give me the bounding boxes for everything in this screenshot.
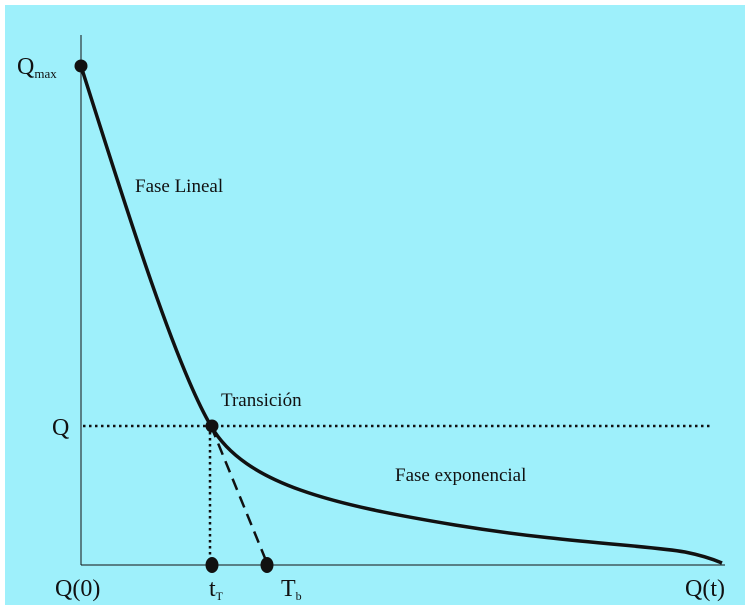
transicion-label: Transición	[221, 390, 302, 411]
tT-label: tT	[209, 576, 224, 603]
qmax-label: Qmax	[17, 54, 57, 81]
Tb-point	[260, 557, 274, 573]
qmax-point	[74, 59, 88, 73]
fase-exponencial-label: Fase exponencial	[395, 465, 526, 486]
tT-point	[205, 557, 219, 573]
Tb-label-sub: b	[296, 589, 302, 603]
qmax-label-sub: max	[34, 66, 57, 81]
recession-curve-diagram: Qmax Q Q(0) Q(t) tT Tb Fase Lineal Trans…	[17, 35, 725, 603]
q-label: Q	[52, 415, 69, 441]
recession-curve	[79, 65, 723, 565]
tT-label-sub: T	[216, 589, 224, 603]
qt-label: Q(t)	[685, 576, 725, 602]
q0-label: Q(0)	[55, 576, 100, 602]
fase-lineal-label: Fase Lineal	[135, 176, 223, 197]
diagram-canvas: Qmax Q Q(0) Q(t) tT Tb Fase Lineal Trans…	[5, 5, 745, 605]
transition-point	[205, 419, 219, 433]
linear-extension-dashed-line	[209, 425, 269, 564]
Tb-label: Tb	[281, 576, 302, 603]
